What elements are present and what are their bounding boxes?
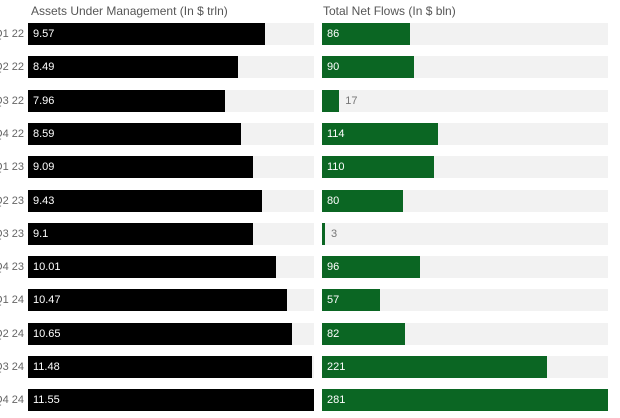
net-flows-value-label: 221	[327, 361, 346, 373]
aum-value-label: 8.49	[33, 61, 55, 74]
net-flows-value-label: 110	[327, 161, 345, 174]
net-flows-value-label: 80	[327, 194, 340, 207]
net-flows-bar	[322, 89, 340, 112]
aum-value-label: 9.43	[33, 194, 55, 207]
quarter-label: Q4 23	[0, 261, 24, 274]
net-flows-bar	[322, 222, 326, 245]
net-flows-bar-track	[322, 289, 608, 312]
net-flows-bar-track	[322, 89, 608, 112]
net-flows-value-label: 57	[327, 294, 340, 307]
net-flows-bar	[322, 322, 406, 345]
quarter-label: Q3 22	[0, 94, 24, 107]
aum-chart-title: Assets Under Management (In $ trln)	[31, 4, 228, 18]
net-flows-bar	[322, 23, 410, 45]
net-flows-bar	[322, 256, 420, 279]
aum-value-label: 11.48	[33, 361, 60, 373]
aum-value-label: 8.59	[33, 127, 55, 140]
net-flows-value-label: 82	[327, 327, 340, 340]
net-flows-bar	[322, 289, 380, 312]
aum-bar	[28, 222, 254, 245]
net-flows-bar	[322, 122, 439, 145]
aum-value-label: 10.47	[33, 294, 61, 307]
net-flows-value-label: 3	[331, 227, 338, 240]
net-flows-bar	[322, 389, 608, 412]
aum-value-label: 11.55	[33, 394, 60, 407]
quarter-label: Q1 23	[0, 161, 24, 174]
aum-bar	[28, 23, 265, 45]
net-flows-value-label: 17	[345, 94, 358, 107]
net-flows-bar	[322, 356, 547, 378]
net-flows-bar-track	[322, 222, 608, 245]
aum-bar	[28, 322, 292, 345]
net-flows-value-label: 281	[327, 394, 346, 407]
aum-value-label: 9.09	[33, 161, 55, 174]
net-flows-value-label: 96	[327, 261, 340, 274]
net-flows-value-label: 114	[327, 127, 345, 140]
aum-bar	[28, 389, 314, 412]
aum-value-label: 10.65	[33, 327, 61, 340]
aum-value-label: 10.01	[33, 261, 61, 274]
aum-bar	[28, 89, 226, 112]
net-flows-bar	[322, 156, 434, 179]
aum-bar	[28, 122, 241, 145]
net-flows-bar	[322, 56, 414, 79]
quarter-label: Q2 24	[0, 327, 24, 340]
aum-bar	[28, 56, 239, 79]
aum-bar	[28, 356, 313, 378]
quarter-label: Q1 24	[0, 294, 24, 307]
quarter-label: Q4 24	[0, 394, 24, 407]
net-flows-value-label: 90	[327, 61, 340, 74]
aum-value-label: 9.57	[33, 28, 55, 40]
quarter-label: Q1 22	[0, 28, 24, 40]
aum-value-label: 7.96	[33, 94, 55, 107]
quarter-label: Q4 22	[0, 127, 24, 140]
net-flows-chart-title: Total Net Flows (In $ bln)	[323, 4, 456, 18]
aum-bar	[28, 289, 288, 312]
quarter-label: Q3 23	[0, 227, 24, 240]
aum-bar	[28, 156, 254, 179]
quarter-label: Q3 24	[0, 361, 24, 373]
aum-bar	[28, 189, 262, 212]
net-flows-bar	[322, 189, 404, 212]
aum-value-label: 9.1	[33, 227, 49, 240]
net-flows-value-label: 86	[327, 28, 340, 40]
aum-bar	[28, 256, 276, 279]
quarter-label: Q2 22	[0, 61, 24, 74]
quarter-label: Q2 23	[0, 194, 24, 207]
